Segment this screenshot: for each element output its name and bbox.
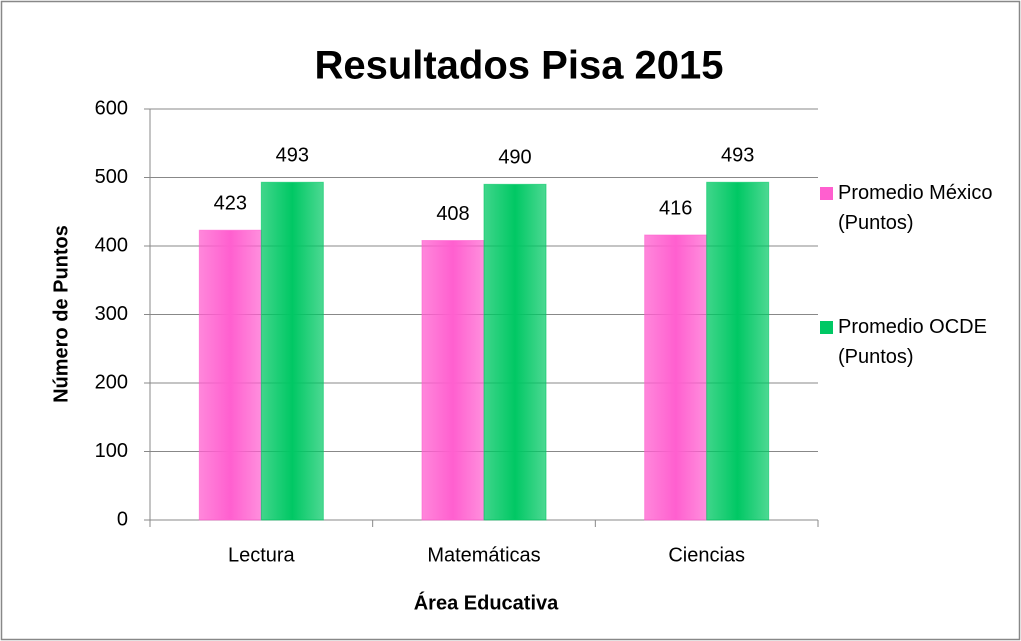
y-tick-label: 300 (95, 303, 128, 325)
bar (421, 240, 485, 521)
data-label: 490 (498, 147, 531, 169)
y-tick-label: 200 (95, 371, 128, 393)
data-label: 416 (659, 197, 692, 219)
legend-entry: Promedio OCDE (Puntos) (820, 312, 1018, 372)
legend-label: Promedio México (Puntos) (838, 182, 993, 234)
bar (706, 181, 770, 521)
x-axis-title: Área Educativa (414, 591, 559, 614)
legend-entry: Promedio México (Puntos) (820, 178, 1018, 238)
y-tick-label: 600 (95, 97, 128, 119)
bar (644, 234, 708, 521)
data-label: 423 (214, 193, 247, 215)
x-tick-label: Matemáticas (427, 544, 540, 566)
legend-swatch (820, 321, 833, 334)
y-tick-label: 400 (95, 234, 128, 256)
data-label: 493 (276, 145, 309, 167)
x-tick-label: Lectura (228, 544, 296, 566)
data-label: 493 (721, 145, 754, 167)
y-tick-label: 0 (117, 508, 128, 530)
y-tick-label: 500 (95, 166, 128, 188)
chart-title: Resultados Pisa 2015 (314, 44, 723, 88)
legend-swatch (820, 187, 833, 200)
y-tick-label: 100 (95, 440, 128, 462)
y-axis-title: Número de Puntos (50, 225, 72, 403)
bar (260, 181, 324, 521)
x-tick-label: Ciencias (668, 544, 745, 566)
data-label: 408 (436, 203, 469, 225)
bar (483, 183, 547, 521)
legend-label: Promedio OCDE (Puntos) (838, 316, 987, 368)
bar (198, 229, 262, 521)
